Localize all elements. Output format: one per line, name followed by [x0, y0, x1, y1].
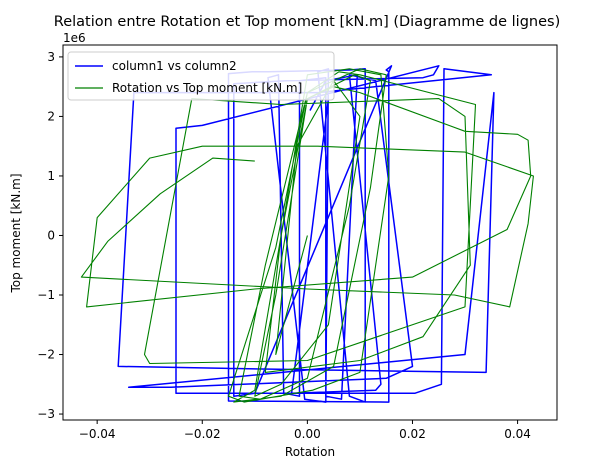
x-axis-title: Rotation	[285, 445, 335, 459]
series-layer	[80, 65, 534, 403]
y-axis: −3 −2 −1 0 1 2 3	[37, 50, 63, 421]
y-tick-label: −2	[37, 348, 55, 362]
legend-label-series-1: column1 vs column2	[112, 59, 237, 73]
y-axis-title: Top moment [kN.m]	[9, 173, 23, 293]
y-tick-label: 1	[47, 169, 55, 183]
plot-frame	[62, 44, 558, 421]
chart-title: Relation entre Rotation et Top moment [k…	[54, 14, 560, 30]
x-tick-label: 0.02	[399, 427, 426, 441]
y-tick-label: 2	[47, 109, 55, 123]
x-tick-label: 0.04	[504, 427, 531, 441]
legend-box	[67, 51, 335, 101]
y-tick-label: −3	[37, 407, 55, 421]
legend: column1 vs column2 Rotation vs Top momen…	[67, 51, 335, 101]
y-tick-label: −1	[37, 288, 55, 302]
x-tick-label: 0.00	[294, 427, 321, 441]
y-tick-label: 0	[47, 228, 55, 242]
series-line-1	[117, 65, 495, 403]
y-tick-label: 3	[47, 50, 55, 64]
x-axis: −0.04 −0.02 0.00 0.02 0.04	[79, 420, 531, 441]
y-offset-label: 1e6	[63, 31, 86, 45]
legend-label-series-2: Rotation vs Top moment [kN.m]	[112, 81, 302, 95]
series-line-2	[80, 68, 534, 403]
x-tick-label: −0.02	[184, 427, 221, 441]
x-tick-label: −0.04	[79, 427, 116, 441]
